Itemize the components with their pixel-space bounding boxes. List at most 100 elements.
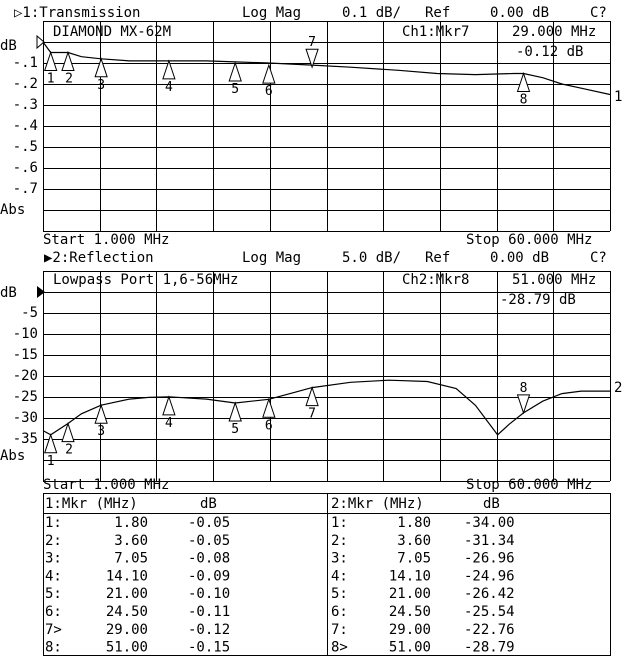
table-row: 3: 7.05 -0.08 bbox=[45, 551, 230, 567]
y-axis-label: dB bbox=[0, 285, 17, 301]
y-tick-label: -5 bbox=[21, 305, 38, 321]
marker-id: 4: bbox=[45, 568, 62, 584]
ref-label: Ref bbox=[425, 5, 450, 21]
marker-number: 7 bbox=[308, 407, 316, 422]
chart2-annotations: Lowpass Port 1,6-56MHz Ch2:Mkr8 51.000 M… bbox=[0, 272, 622, 493]
marker-freq: 29.00 bbox=[389, 622, 431, 638]
marker-number: 5 bbox=[231, 82, 239, 97]
active-marker-freq: 29.000 MHz bbox=[512, 24, 596, 40]
active-marker-icon bbox=[305, 48, 319, 69]
stop-label: Stop 60.000 MHz bbox=[466, 232, 592, 248]
active-marker-value: -28.79 dB bbox=[500, 292, 576, 308]
marker-4[interactable]: 4 bbox=[162, 395, 176, 431]
marker-value: -25.54 bbox=[464, 604, 515, 620]
marker-number: 3 bbox=[97, 424, 105, 439]
marker-value: -0.08 bbox=[188, 551, 230, 567]
y-tick-label: -.4 bbox=[13, 118, 38, 134]
marker-freq: 51.00 bbox=[106, 640, 148, 656]
marker-id: 5: bbox=[331, 586, 348, 602]
marker-id: 2: bbox=[331, 533, 348, 549]
table-row: 1: 1.80 -0.05 bbox=[45, 515, 230, 531]
y-tick-label: -10 bbox=[13, 326, 38, 342]
marker-number: 6 bbox=[265, 418, 273, 433]
table-row: 4: 14.10 -0.09 bbox=[45, 568, 230, 584]
y-tick-label: -35 bbox=[13, 431, 38, 447]
marker-freq: 14.10 bbox=[106, 568, 148, 584]
marker-2[interactable]: 2 bbox=[61, 50, 75, 87]
channel-label: ▶2:Reflection bbox=[44, 250, 154, 266]
table-row: 1: 1.80 -34.00 bbox=[331, 515, 515, 531]
marker-triangle-icon bbox=[228, 401, 242, 422]
marker-6[interactable]: 6 bbox=[262, 397, 276, 433]
y-tick-label: -.7 bbox=[13, 181, 38, 197]
table-row: 3: 7.05 -26.96 bbox=[331, 551, 515, 567]
active-marker-freq: 51.000 MHz bbox=[512, 272, 596, 288]
table-row: 5: 21.00 -26.42 bbox=[331, 586, 515, 602]
y-tick-label: -.1 bbox=[13, 55, 38, 71]
active-marker-label: Ch2:Mkr8 bbox=[402, 272, 469, 288]
y-tick-label: -20 bbox=[13, 368, 38, 384]
marker-2[interactable]: 2 bbox=[61, 422, 75, 458]
marker-number: 3 bbox=[97, 78, 105, 93]
active-marker-label: Ch1:Mkr7 bbox=[402, 24, 469, 40]
marker-4[interactable]: 4 bbox=[162, 59, 176, 95]
marker-id: 6: bbox=[45, 604, 62, 620]
marker-id: 4: bbox=[331, 568, 348, 584]
marker-freq: 21.00 bbox=[106, 586, 148, 602]
marker-id: 8: bbox=[45, 640, 62, 656]
marker-freq: 1.80 bbox=[114, 515, 148, 531]
marker-3[interactable]: 3 bbox=[94, 57, 108, 93]
table-row: 2: 3.60 -0.05 bbox=[45, 533, 230, 549]
marker-triangle-icon bbox=[262, 63, 276, 84]
table-header-db: dB bbox=[483, 496, 500, 512]
marker-id: 8> bbox=[331, 640, 348, 656]
marker-value: -0.10 bbox=[188, 586, 230, 602]
table-row: 7: 29.00 -22.76 bbox=[331, 622, 515, 638]
reference-pointer-icon bbox=[36, 34, 45, 50]
table-row: 6: 24.50 -25.54 bbox=[331, 604, 515, 620]
table-row: 2: 3.60 -31.34 bbox=[331, 533, 515, 549]
format-label: Log Mag bbox=[242, 250, 301, 266]
marker-number: 1 bbox=[47, 72, 55, 87]
table-header-mkr: 2:Mkr (MHz) bbox=[331, 496, 424, 512]
y-tick-label: -.6 bbox=[13, 160, 38, 176]
table-row: 4: 14.10 -24.96 bbox=[331, 568, 515, 584]
y-tick-label: -25 bbox=[13, 389, 38, 405]
marker-value: -0.15 bbox=[188, 640, 230, 656]
table-header-db: dB bbox=[200, 496, 217, 512]
marker-number: 8 bbox=[520, 93, 528, 108]
marker-1[interactable]: 1 bbox=[43, 50, 58, 87]
marker-freq: 21.00 bbox=[389, 586, 431, 602]
marker-value: -34.00 bbox=[464, 515, 515, 531]
format-label: Log Mag bbox=[242, 5, 301, 21]
marker-value: -22.76 bbox=[464, 622, 515, 638]
marker-triangle-icon bbox=[43, 433, 58, 454]
y-tick-label: -.3 bbox=[13, 97, 38, 113]
marker-number: 4 bbox=[165, 80, 173, 95]
marker-8[interactable]: 8 bbox=[516, 71, 531, 108]
marker-8[interactable]: 8 bbox=[516, 381, 531, 415]
marker-number: 2 bbox=[65, 72, 73, 87]
marker-1[interactable]: 1 bbox=[43, 433, 58, 469]
marker-3[interactable]: 3 bbox=[94, 403, 108, 439]
grid bbox=[43, 21, 611, 232]
marker-7[interactable]: 7 bbox=[305, 35, 319, 69]
abs-label: Abs bbox=[0, 448, 25, 464]
table-row: 7> 29.00 -0.12 bbox=[45, 622, 230, 638]
chart2-plot: -5 -10 -15 -20 -25 -30 -35 12 3 4 5 6 7 8 bbox=[13, 271, 611, 482]
marker-7[interactable]: 7 bbox=[305, 386, 319, 422]
scale-label: 0.1 dB/ bbox=[342, 5, 401, 21]
marker-id: 6: bbox=[331, 604, 348, 620]
chart1-plot: -.1 -.2 -.3 -.4 -.5 -.6 -.7 1 2 3 4 5 6 7 8 bbox=[13, 21, 611, 232]
marker-6[interactable]: 6 bbox=[262, 63, 276, 99]
marker-5[interactable]: 5 bbox=[228, 61, 242, 97]
channel-label: ▷1:Transmission bbox=[14, 5, 140, 21]
abs-label: Abs bbox=[0, 202, 25, 218]
marker-5[interactable]: 5 bbox=[228, 401, 242, 437]
marker-id: 5: bbox=[45, 586, 62, 602]
marker-value: -0.05 bbox=[188, 533, 230, 549]
scale-label: 5.0 dB/ bbox=[342, 250, 401, 266]
trace-label: 1 bbox=[614, 89, 622, 105]
table-header-mkr: 1:Mkr (MHz) bbox=[45, 496, 138, 512]
